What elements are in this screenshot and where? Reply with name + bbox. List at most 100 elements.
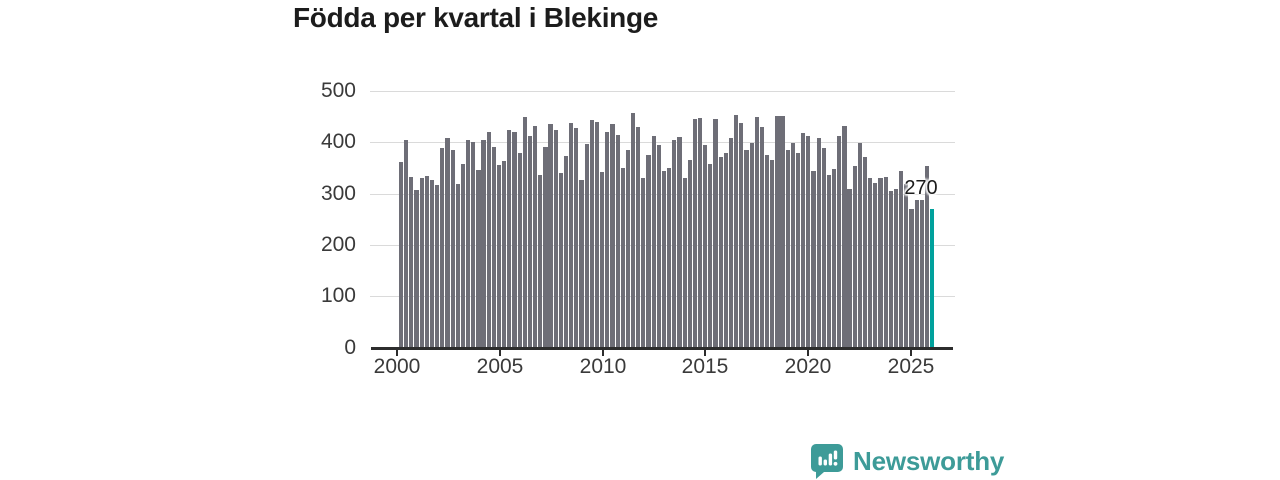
x-tick-2010 (602, 350, 604, 356)
bar (636, 126, 641, 348)
bar (909, 209, 914, 348)
bar (605, 132, 610, 348)
bar (579, 179, 584, 348)
bar (677, 137, 682, 348)
bar (615, 134, 620, 348)
bar (682, 178, 687, 348)
bar (821, 147, 826, 348)
bar (455, 183, 460, 348)
bar (584, 144, 589, 348)
bar (837, 136, 842, 348)
x-tick-label-2025: 2025 (887, 355, 935, 378)
x-tick-2000 (396, 350, 398, 356)
bar (641, 178, 646, 348)
bar (651, 136, 656, 348)
bar (409, 177, 414, 348)
bar (450, 149, 455, 348)
bar (569, 122, 574, 348)
bar (801, 133, 806, 348)
bar (692, 119, 698, 348)
bar (527, 136, 533, 348)
bar (399, 161, 404, 348)
bar (630, 113, 636, 348)
bar (466, 140, 471, 348)
bar (873, 182, 878, 348)
y-tick-label-0: 0 (344, 336, 356, 359)
bar (496, 164, 502, 348)
bar (646, 155, 651, 348)
bar (826, 174, 832, 348)
bar (847, 188, 852, 348)
bar (744, 150, 749, 348)
bar (857, 143, 862, 348)
bar (625, 150, 630, 348)
x-tick-label-2000: 2000 (373, 355, 421, 378)
bar (404, 139, 409, 348)
bar (517, 152, 522, 348)
x-axis-line (371, 347, 953, 350)
bar (899, 170, 904, 348)
x-tick-label-2005: 2005 (476, 355, 524, 378)
newsworthy-logo-text: Newsworthy (853, 445, 1005, 476)
bar (883, 176, 888, 348)
x-tick-2025 (910, 350, 912, 356)
x-tick-2020 (807, 350, 809, 356)
bar (749, 143, 754, 348)
bar (620, 168, 625, 348)
bar (878, 178, 883, 348)
bar (734, 115, 739, 348)
bar (543, 146, 548, 348)
bar (429, 179, 435, 348)
bar (600, 171, 605, 348)
bar (548, 124, 553, 348)
bar (862, 156, 868, 348)
bar (728, 138, 734, 348)
bar (610, 123, 615, 348)
bar (589, 119, 594, 348)
bar (476, 170, 481, 348)
bar (460, 164, 466, 348)
bar (904, 183, 909, 348)
bar (574, 128, 579, 348)
y-tick-label-200: 200 (320, 233, 356, 256)
bar (780, 115, 785, 348)
latest-value-label: 270 (904, 177, 938, 199)
x-tick-label-2020: 2020 (784, 355, 832, 378)
bar (435, 184, 440, 348)
y-tick-label-100: 100 (320, 284, 356, 307)
bar (445, 138, 450, 348)
bar (723, 152, 728, 348)
bar (832, 169, 837, 348)
bar (672, 139, 677, 348)
bar (806, 136, 811, 348)
bar (868, 178, 873, 348)
bar (538, 174, 543, 348)
bar (775, 115, 780, 348)
bar (893, 188, 899, 348)
bar (708, 164, 713, 348)
bar (414, 189, 419, 348)
bar (785, 150, 790, 348)
bar (924, 165, 929, 348)
bar (667, 168, 672, 348)
bar (594, 121, 600, 348)
bar (661, 170, 667, 348)
bar (522, 116, 527, 348)
plot-area: 270 (370, 91, 955, 348)
bar (471, 142, 476, 348)
bar (424, 175, 429, 348)
bar-highlighted (929, 209, 935, 348)
bar (656, 144, 661, 348)
bar (533, 125, 538, 348)
bar (914, 199, 919, 348)
y-tick-label-500: 500 (320, 79, 356, 102)
bar (502, 161, 507, 348)
bar (491, 146, 496, 348)
bar (811, 170, 816, 348)
bar (770, 160, 775, 348)
bar (919, 199, 924, 348)
bar (713, 118, 718, 348)
bar (888, 191, 893, 348)
bar (754, 116, 759, 348)
